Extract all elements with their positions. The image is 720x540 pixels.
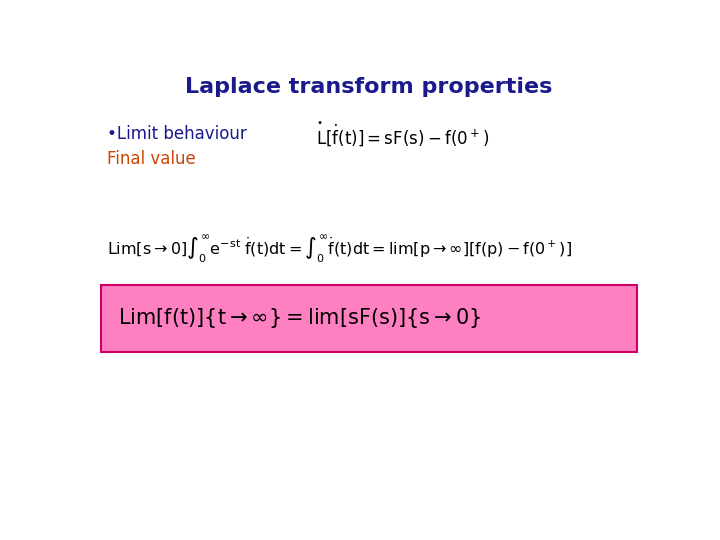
FancyBboxPatch shape	[101, 285, 637, 352]
Text: $\bullet$: $\bullet$	[316, 116, 323, 125]
Text: $\mathrm{Lim}[\mathrm{s} \rightarrow 0]\int_0^{\infty} \mathrm{e}^{-\mathrm{st}}: $\mathrm{Lim}[\mathrm{s} \rightarrow 0]\…	[107, 233, 572, 265]
Text: $\mathrm{L}[\dot{\mathrm{f}}(\mathrm{t})] = \mathrm{sF(s)} - \mathrm{f}(0^+)$: $\mathrm{L}[\dot{\mathrm{f}}(\mathrm{t})…	[316, 122, 489, 148]
Text: •Limit behaviour: •Limit behaviour	[107, 125, 246, 143]
Text: Laplace transform properties: Laplace transform properties	[185, 77, 553, 97]
Text: $\mathrm{Lim}[\mathrm{f(t)}]\{\mathrm{t} \rightarrow \infty\} = \mathrm{lim}[\ma: $\mathrm{Lim}[\mathrm{f(t)}]\{\mathrm{t}…	[118, 306, 481, 330]
Text: Final value: Final value	[107, 150, 196, 168]
